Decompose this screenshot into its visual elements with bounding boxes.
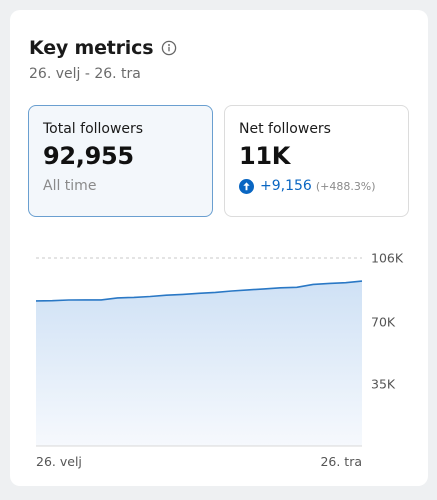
x-tick-label: 26. tra (320, 454, 362, 469)
page-title: Key metrics (29, 37, 154, 59)
growth-row: +9,156 (+488.3%) (239, 178, 394, 194)
title-row: Key metrics (29, 37, 177, 59)
net-followers-tab[interactable]: Net followers 11K +9,156 (+488.3%) (224, 105, 409, 217)
net-followers-value: 11K (239, 142, 291, 170)
info-icon[interactable] (161, 40, 177, 56)
total-followers-value: 92,955 (43, 142, 134, 170)
y-tick-label: 35K (371, 376, 396, 391)
growth-percent: (+488.3%) (315, 179, 376, 193)
chart-area (36, 281, 362, 446)
growth-value: +9,156 (260, 178, 312, 194)
total-followers-tab[interactable]: Total followers 92,955 All time (28, 105, 213, 217)
net-followers-label: Net followers (239, 121, 331, 137)
arrow-up-circle-icon (239, 178, 254, 194)
y-tick-label: 70K (371, 314, 396, 329)
chart-line (35, 280, 363, 302)
x-tick-label: 26. velj (36, 454, 82, 469)
date-range: 26. velj - 26. tra (29, 66, 141, 82)
followers-chart: 106K 70K 35K 26. velj 26. tra (35, 251, 404, 469)
total-followers-sub: All time (43, 178, 97, 194)
y-tick-label: 106K (371, 251, 404, 266)
total-followers-label: Total followers (43, 121, 144, 137)
key-metrics-card: Key metrics 26. velj - 26. tra Total fol… (10, 10, 428, 486)
